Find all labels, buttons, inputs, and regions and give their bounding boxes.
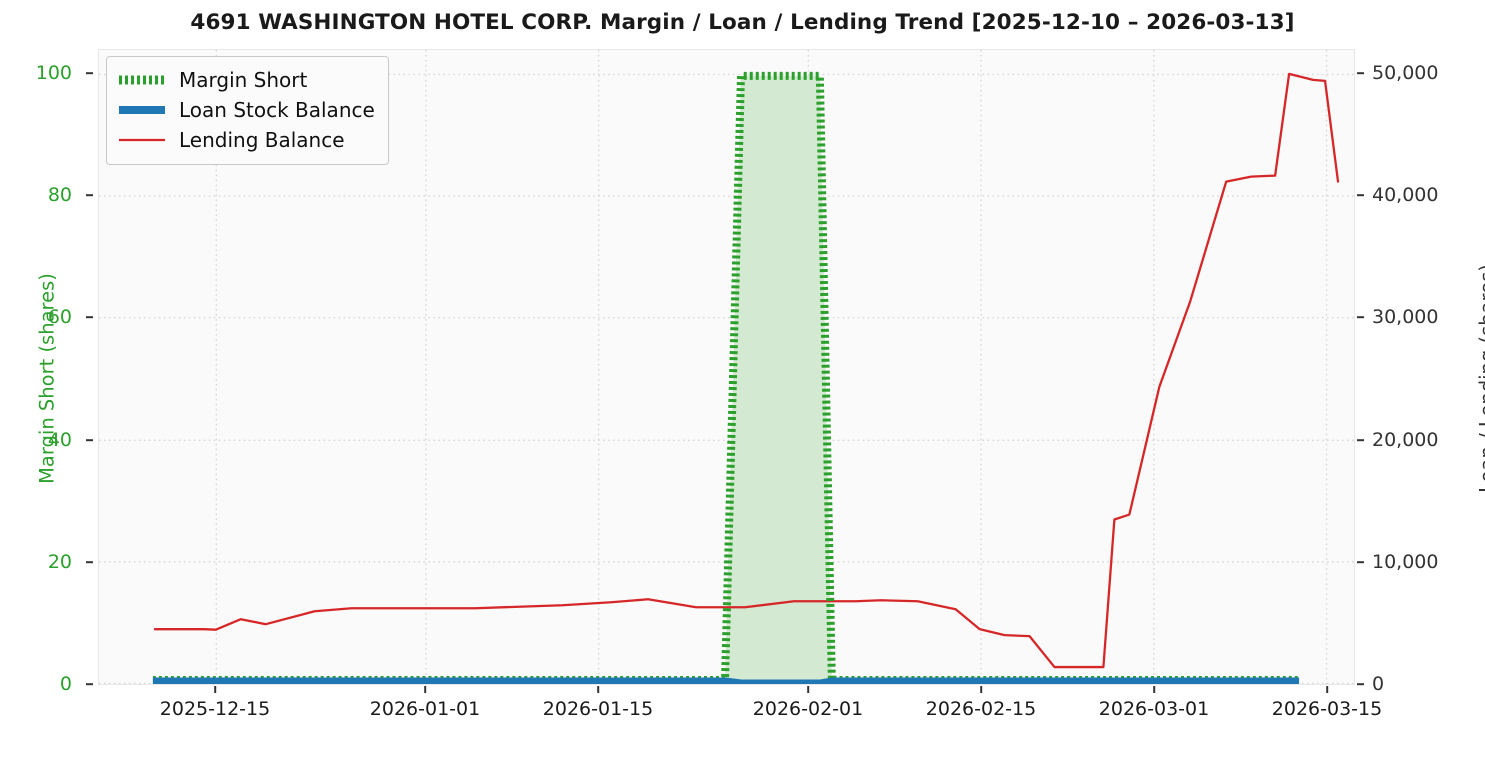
xtick-mark [1326,686,1328,693]
xtick-mark [807,686,809,693]
y-axis-label-left: Margin Short (shares) [35,273,59,484]
ytick-mark-right [1357,194,1364,196]
xtick-2026-03-01: 2026-03-01 [1098,698,1210,720]
ytick-left-100: 100 [35,62,72,84]
ytick-right-50000: 50,000 [1372,62,1439,84]
ytick-mark-left [86,439,93,441]
xtick-mark [424,686,426,693]
series-loan-stock-balance [152,677,1300,684]
legend-item-margin-short[interactable]: Margin Short [118,65,375,95]
ytick-right-30000: 30,000 [1372,306,1439,328]
xtick-mark [1153,686,1155,693]
xtick-mark [214,686,216,693]
xtick-2025-12-15: 2025-12-15 [159,698,271,720]
legend-item-loan-stock-balance[interactable]: Loan Stock Balance [118,95,375,125]
chart-title: 4691 WASHINGTON HOTEL CORP. Margin / Loa… [190,10,1295,35]
xtick-mark [597,686,599,693]
legend-label-lending-balance: Lending Balance [179,128,345,152]
legend-swatch-loan-stock-balance [118,101,166,119]
ytick-mark-right [1357,439,1364,441]
chart-legend[interactable]: Margin Short Loan Stock Balance Lending … [106,56,389,165]
ytick-mark-left [86,194,93,196]
xtick-2026-02-01: 2026-02-01 [752,698,864,720]
legend-label-loan-stock-balance: Loan Stock Balance [179,98,375,122]
series-lending-balance [153,72,1340,669]
xtick-2026-01-01: 2026-01-01 [369,698,481,720]
xtick-2026-03-15: 2026-03-15 [1271,698,1383,720]
ytick-mark-right [1357,561,1364,563]
legend-label-margin-short: Margin Short [179,68,308,92]
ytick-mark-left [86,72,93,74]
ytick-left-40: 40 [47,429,72,451]
ytick-mark-left [86,683,93,685]
ytick-mark-left [86,561,93,563]
xtick-mark [980,686,982,693]
ytick-mark-right [1357,316,1364,318]
ytick-left-60: 60 [47,306,72,328]
series-margin-short [152,71,1300,684]
legend-item-lending-balance[interactable]: Lending Balance [118,125,375,155]
xtick-2026-01-15: 2026-01-15 [542,698,654,720]
ytick-left-80: 80 [47,184,72,206]
xtick-2026-02-15: 2026-02-15 [925,698,1037,720]
ytick-left-20: 20 [47,551,72,573]
ytick-right-40000: 40,000 [1372,184,1439,206]
plot-area [98,49,1355,685]
ytick-mark-right [1357,72,1364,74]
y-axis-label-right: Loan / Lending (shares) [1475,264,1485,493]
legend-swatch-margin-short [118,71,166,89]
ytick-right-10000: 10,000 [1372,551,1439,573]
ytick-mark-right [1357,683,1364,685]
ytick-right-20000: 20,000 [1372,429,1439,451]
ytick-mark-left [86,316,93,318]
ytick-left-0: 0 [59,673,72,695]
ytick-right-0: 0 [1372,673,1385,695]
legend-swatch-lending-balance [118,131,166,149]
series-layer [99,50,1354,684]
